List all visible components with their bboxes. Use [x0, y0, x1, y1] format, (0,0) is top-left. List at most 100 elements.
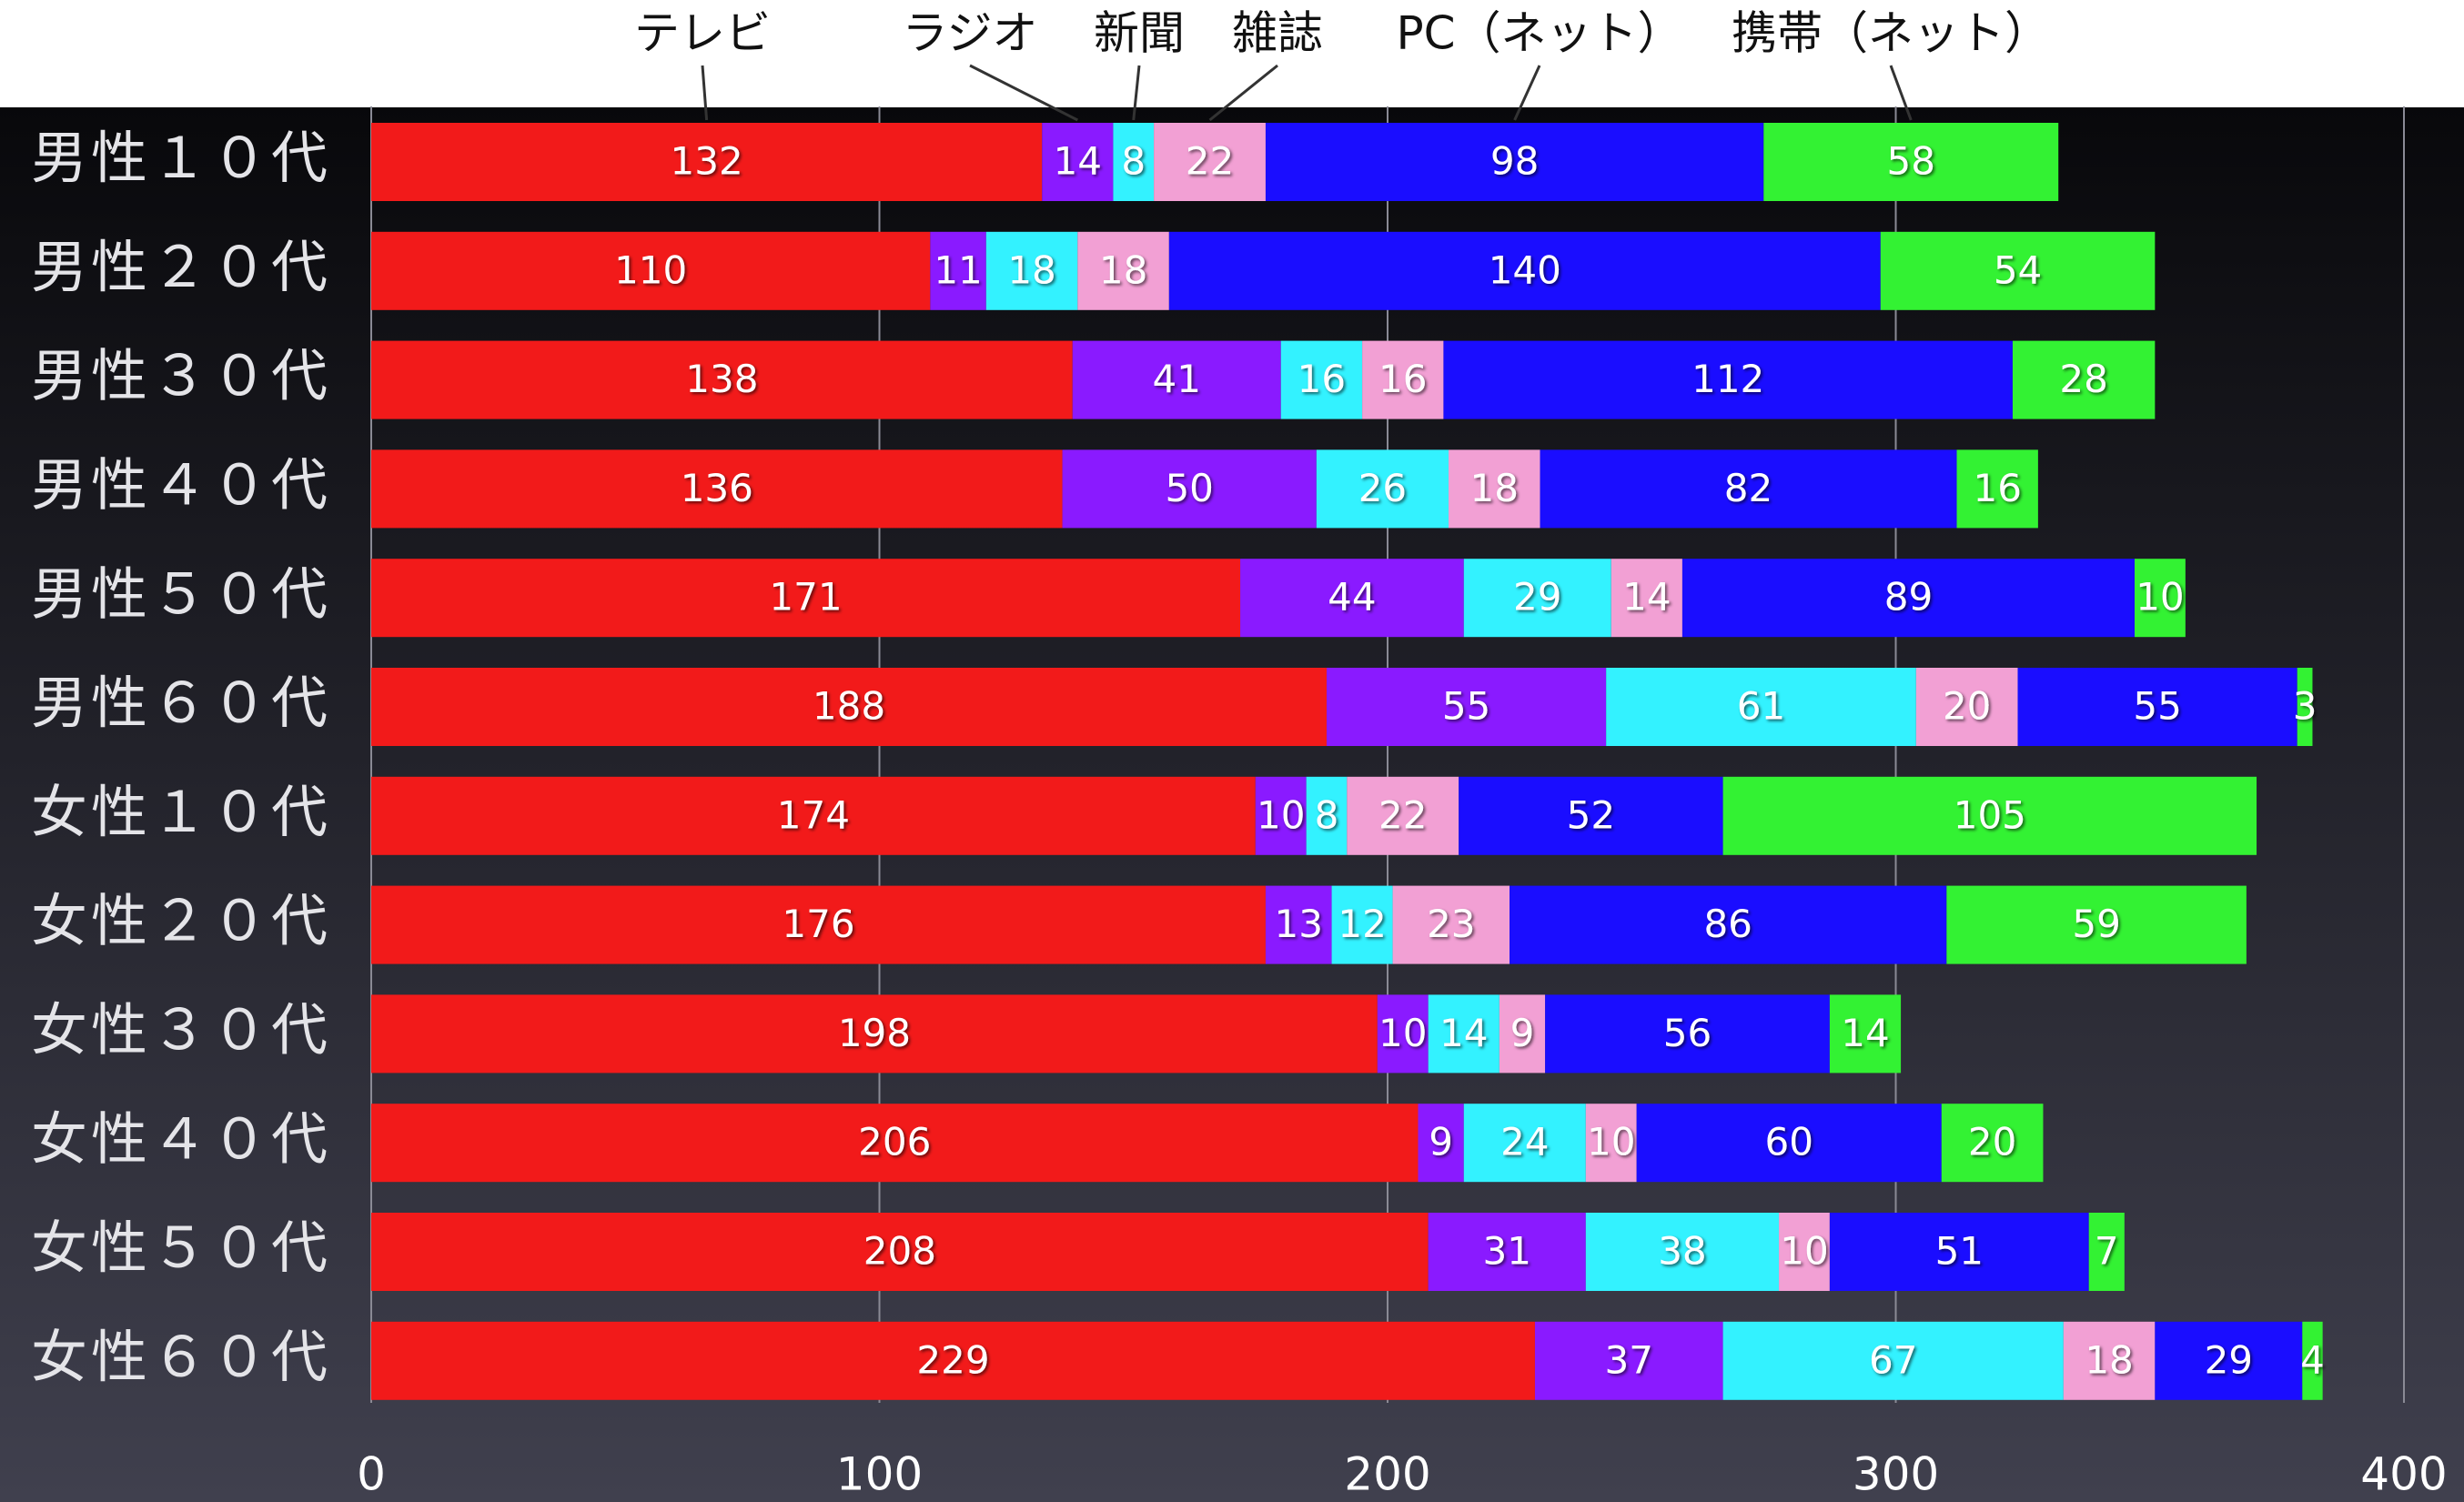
bar-segment: [371, 231, 931, 310]
bar-segment: [1428, 994, 1500, 1074]
data-label: 67: [1869, 1337, 1917, 1382]
x-tick-label: 300: [1853, 1448, 1939, 1501]
data-label: 174: [777, 792, 850, 837]
data-label: 10: [1257, 792, 1305, 837]
data-label: 8: [1315, 792, 1339, 837]
legend-label: 新聞: [1094, 7, 1185, 60]
data-label: 29: [2205, 1337, 2253, 1382]
y-tick-label: 男性３０代: [31, 343, 331, 409]
bar-segment: [2297, 668, 2313, 746]
data-label: 22: [1378, 792, 1427, 837]
bar-segment: [1280, 340, 1363, 419]
y-tick-label: 女性３０代: [31, 996, 331, 1063]
data-label: 54: [1994, 247, 2042, 292]
bar-segment: [1377, 994, 1429, 1074]
bar-segment: [2155, 1321, 2303, 1400]
data-label: 82: [1724, 466, 1772, 510]
data-label: 31: [1483, 1229, 1531, 1274]
data-label: 16: [1298, 357, 1346, 401]
data-label: 16: [1973, 466, 2021, 510]
x-tick-label: 100: [836, 1448, 923, 1501]
data-label: 4: [2300, 1337, 2325, 1382]
data-label: 50: [1165, 466, 1213, 510]
bar-segment: [371, 776, 1256, 855]
bar-segment: [1585, 1104, 1637, 1183]
data-label: 10: [1780, 1229, 1828, 1274]
bar-segment: [2302, 1321, 2323, 1400]
bar-segment: [1326, 668, 1607, 746]
bar-segment: [2012, 340, 2156, 419]
bar-segment: [1042, 123, 1114, 201]
bar-segment: [1829, 994, 1902, 1074]
data-label: 8: [1121, 139, 1146, 184]
data-label: 22: [1186, 139, 1234, 184]
data-label: 55: [2133, 684, 2181, 729]
bar-segment: [1077, 231, 1169, 310]
bar-segment: [1316, 449, 1449, 529]
bar-segment: [1946, 885, 2247, 964]
bar-segment: [1880, 231, 2156, 310]
data-label: 112: [1691, 357, 1764, 401]
data-label: 3: [2293, 684, 2318, 729]
data-label: 44: [1328, 575, 1376, 620]
y-tick-label: 男性５０代: [31, 560, 331, 627]
data-label: 14: [1622, 575, 1671, 620]
data-label: 18: [1007, 247, 1055, 292]
bar-segment: [371, 668, 1327, 746]
bar-segment: [1722, 1321, 2064, 1400]
y-tick-label: 男性４０代: [31, 451, 331, 518]
bar-segment: [1585, 1213, 1780, 1291]
data-label: 7: [2095, 1229, 2119, 1274]
legend-label: PC（ネット）: [1396, 7, 1682, 60]
bar-segment: [1362, 340, 1444, 419]
data-label: 37: [1605, 1337, 1653, 1382]
bar-segment: [371, 885, 1266, 964]
data-label: 171: [769, 575, 842, 620]
bar-segment: [1681, 559, 2135, 638]
x-tick-label: 0: [357, 1448, 386, 1501]
data-label: 140: [1489, 247, 1561, 292]
bar-segment: [985, 231, 1078, 310]
bar-segment: [1062, 449, 1317, 529]
data-label: 18: [2085, 1337, 2133, 1382]
data-label: 18: [1470, 466, 1519, 510]
bar-segment: [1540, 449, 1957, 529]
legend-leader: [1889, 65, 1913, 121]
data-label: 10: [1378, 1011, 1427, 1055]
bar-segment: [1636, 1104, 1942, 1183]
data-label: 9: [1429, 1120, 1453, 1164]
bar-segment: [2017, 668, 2297, 746]
bar-segment: [1463, 559, 1611, 638]
bar-segment: [371, 449, 1063, 529]
bar-segment: [1829, 1213, 2089, 1291]
y-tick-label: 女性５０代: [31, 1215, 331, 1281]
data-label: 20: [1943, 684, 1991, 729]
data-label: 9: [1510, 1011, 1535, 1055]
data-label: 41: [1152, 357, 1200, 401]
data-label: 60: [1764, 1120, 1813, 1164]
legend-label: ラジオ: [903, 7, 1038, 60]
bar-segment: [1392, 885, 1510, 964]
data-label: 10: [2136, 575, 2184, 620]
y-tick-label: 女性１０代: [31, 779, 331, 845]
bar-segment: [1463, 1104, 1586, 1183]
bar-segment: [1499, 994, 1546, 1074]
legend-label: 携帯（ネット）: [1732, 7, 2050, 60]
bar-segment: [1449, 449, 1540, 529]
data-label: 52: [1567, 792, 1615, 837]
bar-segment: [371, 1104, 1419, 1183]
data-label: 38: [1658, 1229, 1706, 1274]
data-label: 55: [1442, 684, 1490, 729]
y-tick-label: 男性１０代: [31, 125, 331, 191]
bar-segment: [1428, 1213, 1586, 1291]
bar-segment: [1265, 885, 1332, 964]
data-label: 110: [614, 247, 687, 292]
bar-segment: [1763, 123, 2059, 201]
legend-leader: [1513, 65, 1541, 121]
data-label: 18: [1099, 247, 1147, 292]
data-label: 11: [934, 247, 982, 292]
legend-label: 雑誌: [1232, 7, 1323, 60]
bar-segment: [1255, 776, 1307, 855]
data-label: 26: [1358, 466, 1407, 510]
bar-segment: [1779, 1213, 1830, 1291]
